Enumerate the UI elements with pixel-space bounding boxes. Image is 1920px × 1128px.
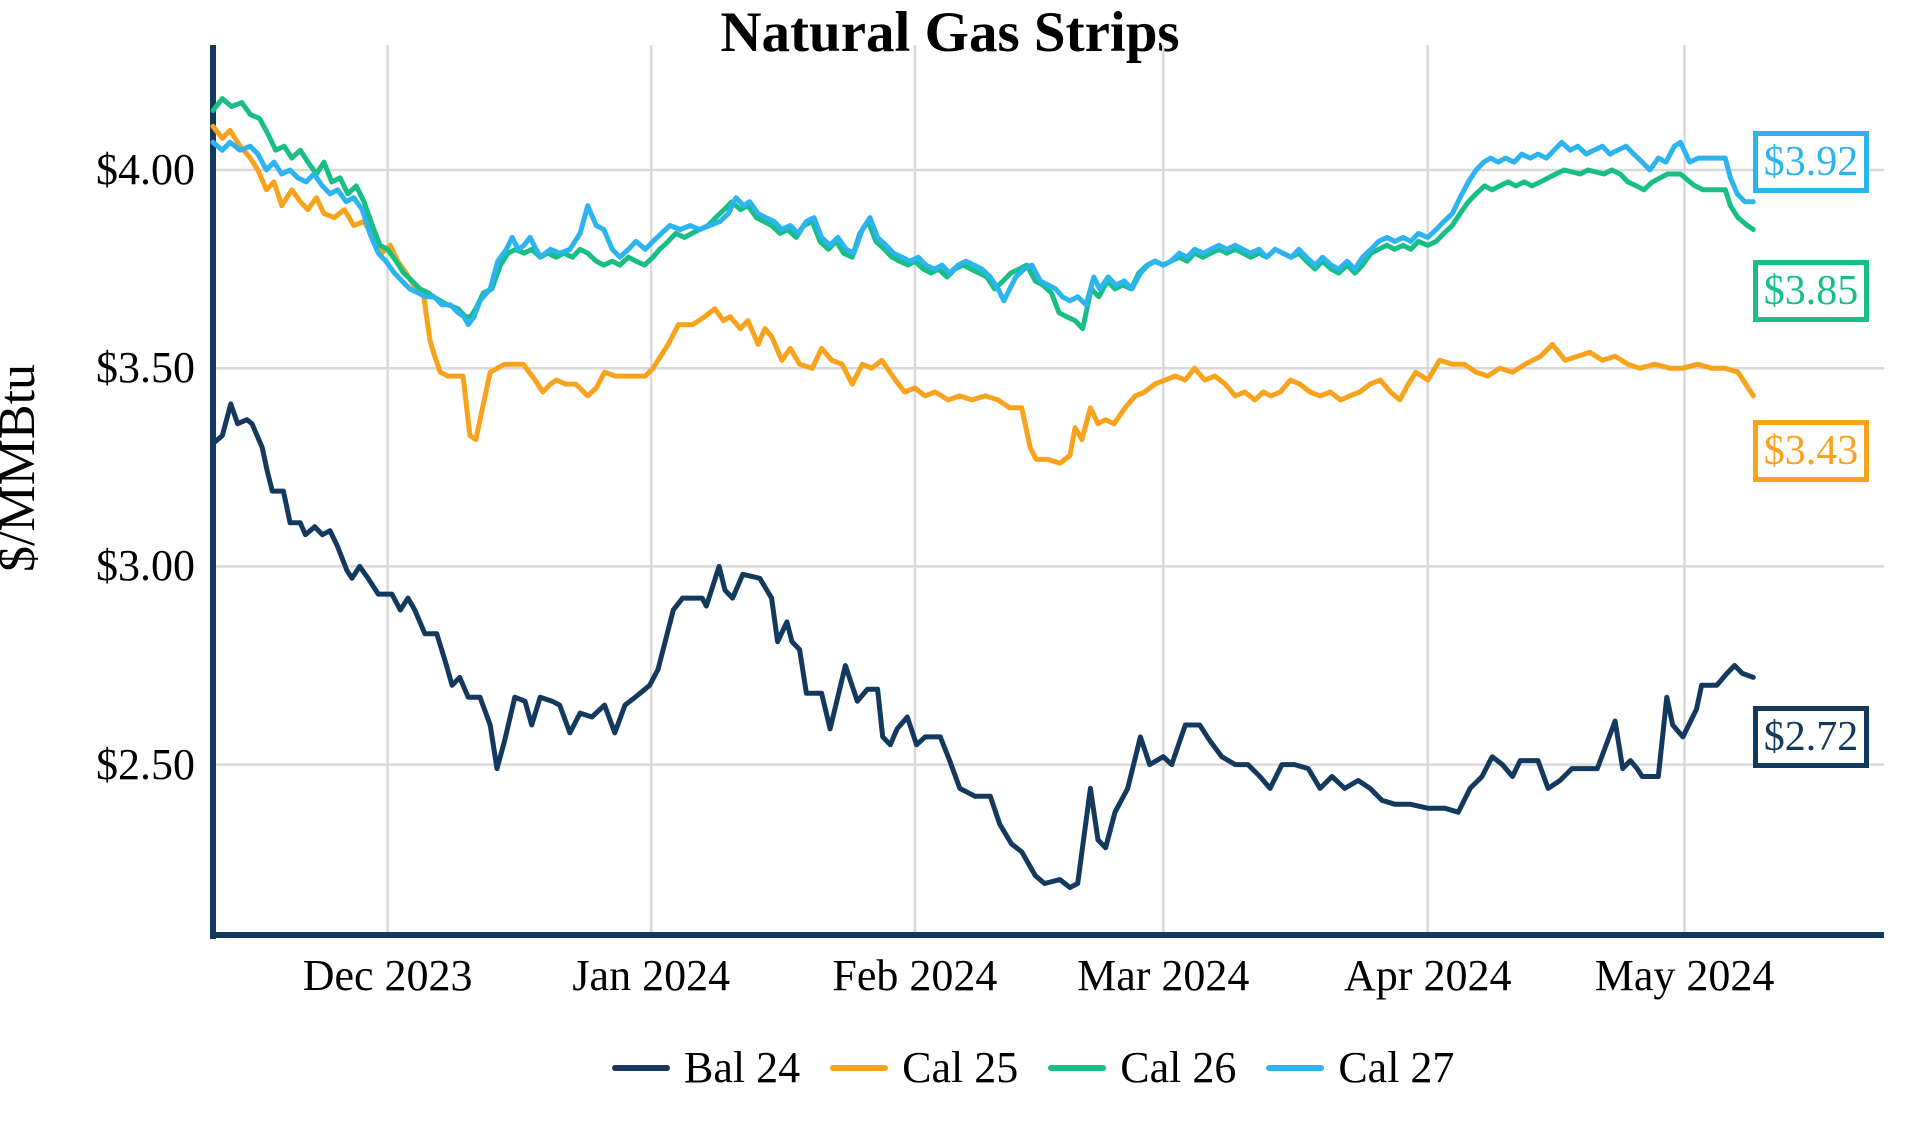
x-tick-label: Feb 2024 [832, 951, 998, 1000]
legend-swatch-bal-24 [612, 1064, 670, 1071]
legend-swatch-cal-25 [830, 1064, 889, 1071]
legend-item-cal-27: Cal 27 [1266, 1042, 1454, 1093]
x-tick-label: Apr 2024 [1344, 951, 1512, 1000]
y-tick-label: $3.50 [96, 343, 195, 393]
legend: Bal 24 Cal 25 Cal 26 Cal 27 [612, 1042, 1454, 1093]
legend-item-cal-25: Cal 25 [830, 1042, 1018, 1093]
x-tick-label: Dec 2023 [302, 951, 473, 1000]
y-axis-spine [210, 45, 216, 939]
legend-item-cal-26: Cal 26 [1048, 1042, 1236, 1093]
y-tick-label: $4.00 [96, 145, 195, 194]
series-line-bal-24 [210, 401, 1756, 890]
legend-swatch-cal-26 [1048, 1064, 1107, 1071]
x-axis-spine [210, 932, 1884, 938]
end-label--2-72: $2.72 [1753, 706, 1869, 769]
x-tick-label: Mar 2024 [1077, 951, 1250, 1000]
x-tick-label: Jan 2024 [572, 951, 731, 1000]
legend-swatch-cal-27 [1266, 1064, 1325, 1071]
y-axis-title: $/MMBtu [0, 364, 46, 572]
legend-label: Bal 24 [684, 1043, 801, 1092]
series-line-cal-25 [210, 123, 1756, 466]
series-line-cal-27 [210, 139, 1756, 328]
legend-item-bal-24: Bal 24 [612, 1042, 800, 1093]
end-label--3-43: $3.43 [1753, 419, 1869, 482]
end-label--3-92: $3.92 [1753, 130, 1869, 193]
y-tick-label: $3.00 [96, 541, 195, 591]
y-tick-label: $2.50 [96, 739, 195, 789]
legend-label: Cal 26 [1120, 1043, 1237, 1092]
x-tick-label: May 2024 [1594, 951, 1775, 1000]
chart-title: Natural Gas Strips [720, 1, 1180, 64]
series-line-cal-26 [210, 96, 1756, 332]
legend-label: Cal 25 [902, 1043, 1019, 1092]
end-label--3-85: $3.85 [1753, 260, 1869, 323]
legend-label: Cal 27 [1338, 1043, 1455, 1092]
